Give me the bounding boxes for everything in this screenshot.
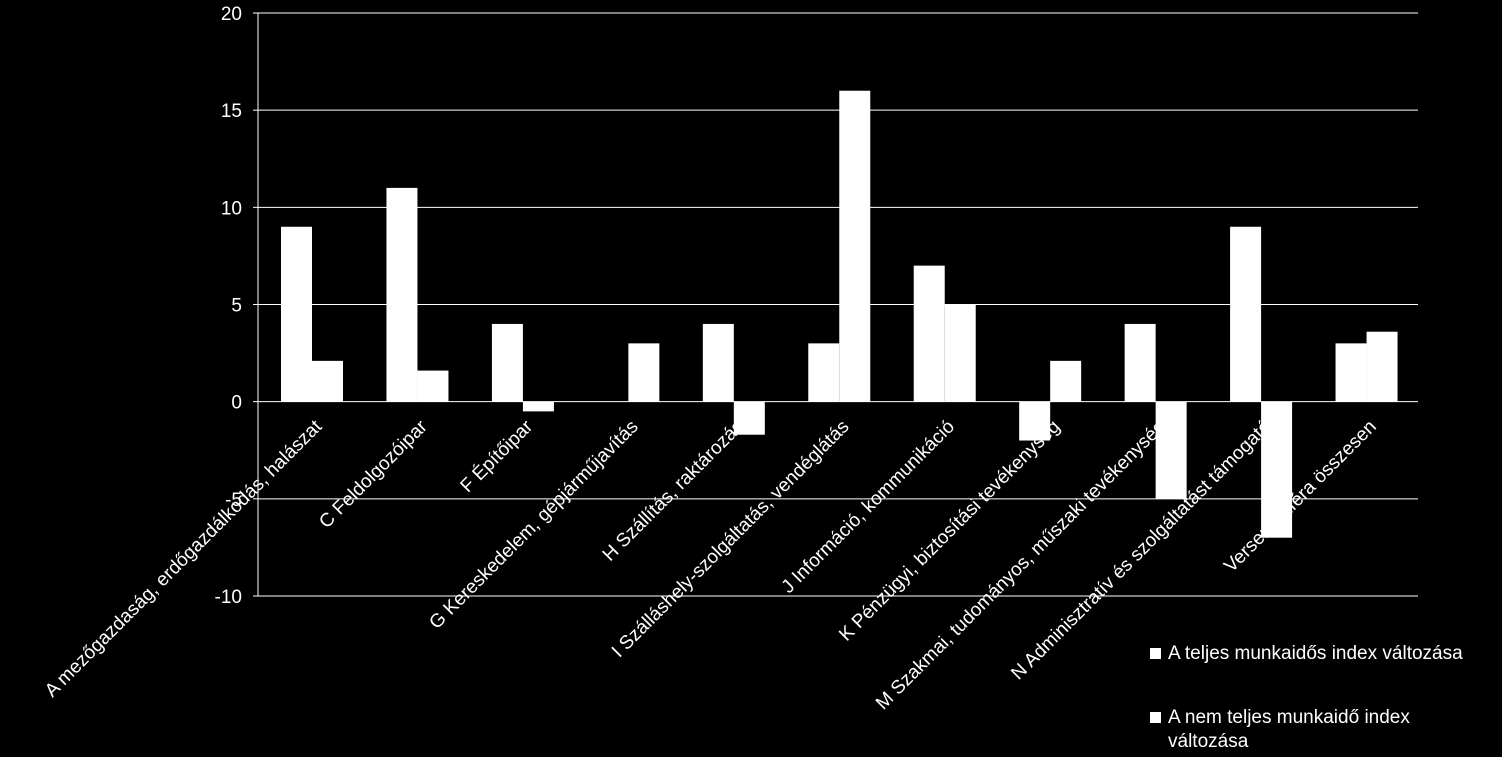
bar-series-2 [1366, 331, 1398, 402]
x-category-label: I Szálláshely-szolgáltatás, vendéglátás [608, 416, 854, 662]
bar-series-1 [1230, 226, 1262, 402]
x-category-label: K Pénzügyi, biztosítási tevékenység [835, 416, 1064, 645]
x-category-label: G Kereskedelem, gépjárműjavítás [425, 416, 642, 633]
bar-series-1 [913, 265, 945, 402]
bar-series-2 [312, 360, 343, 402]
x-category-label: C Feldolgozóipar [315, 416, 432, 533]
legend-swatch-part-time [1150, 712, 1161, 723]
bar-series-1 [1335, 343, 1367, 402]
legend-swatch-full-time [1150, 648, 1161, 659]
bar-series-2 [839, 90, 871, 402]
y-tick-label: 20 [221, 4, 242, 25]
bar-series-1 [1124, 323, 1156, 402]
y-tick-label: -5 [225, 490, 242, 511]
bar-series-2 [1155, 401, 1187, 499]
bar-series-2 [1050, 360, 1082, 402]
legend-item-full-time: A teljes munkaidős index változása [1150, 642, 1502, 666]
bar-series-1 [386, 187, 418, 402]
bar-series-1 [281, 226, 312, 402]
gridlines [253, 12, 1418, 597]
bar-series-2 [417, 370, 449, 402]
bar-series-1 [808, 343, 840, 402]
bar-series-2 [944, 304, 976, 402]
bar-series-1 [491, 323, 523, 402]
bar-series-2 [733, 401, 765, 435]
y-tick-label: 5 [231, 296, 242, 317]
x-category-label: A mezőgazdaság, erdőgazdálkodás, halásza… [41, 416, 327, 702]
y-tick-label: 0 [231, 393, 242, 414]
bar-series-2 [628, 343, 660, 402]
legend-label-full-time: A teljes munkaidős index változása [1168, 643, 1463, 664]
y-axis-ticks: 20 15 10 5 0 -5 -10 [215, 4, 242, 608]
bar-series-1 [1019, 401, 1051, 441]
x-category-label: F Építőipar [457, 416, 538, 497]
legend-label-part-time: A nem teljes munkaidő index változása [1168, 707, 1410, 752]
bars [281, 90, 1398, 538]
bar-series-1 [702, 323, 734, 402]
y-tick-label: 10 [221, 198, 242, 219]
bar-series-2 [1261, 401, 1293, 538]
legend-item-part-time: A nem teljes munkaidő index változása [1150, 706, 1458, 754]
x-category-label: J Információ, kommunikáció [778, 416, 959, 597]
y-tick-label: -10 [215, 587, 242, 608]
bar-series-2 [522, 401, 554, 412]
y-tick-label: 15 [221, 101, 242, 122]
